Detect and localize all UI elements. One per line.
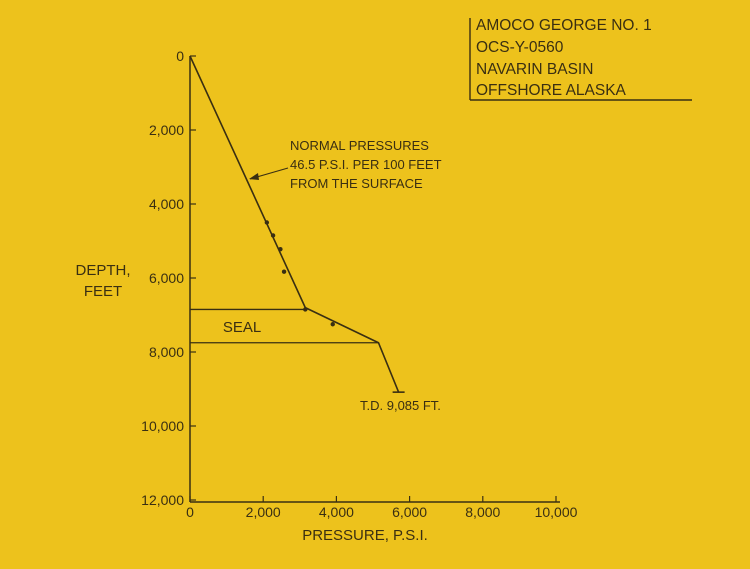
info-box: AMOCO GEORGE NO. 1 OCS-Y-0560 NAVARIN BA… <box>469 17 692 101</box>
info-box-line-3: NAVARIN BASIN <box>476 61 593 78</box>
normal-pressure-annotation: NORMAL PRESSURES 46.5 P.S.I. PER 100 FEE… <box>249 138 442 191</box>
seal-label: SEAL <box>223 319 261 336</box>
pressure-point <box>270 233 276 238</box>
series-layer <box>189 55 405 393</box>
annotation-arrowhead <box>249 173 259 180</box>
normal-pressure-line-3: FROM THE SURFACE <box>290 176 423 191</box>
y-tick-label: 12,000 <box>141 492 184 508</box>
x-tick-label: 8,000 <box>465 504 500 520</box>
pressure-point <box>281 269 287 274</box>
y-tick-label: 4,000 <box>149 196 184 212</box>
y-axis-label-line-1: DEPTH, <box>75 262 130 279</box>
info-box-line-1: AMOCO GEORGE NO. 1 <box>476 17 652 34</box>
x-axis-label: PRESSURE, P.S.I. <box>302 527 428 544</box>
x-tick-label: 2,000 <box>246 504 281 520</box>
x-axis-ticks: 0 2,000 4,000 6,000 8,000 10,000 <box>186 496 578 520</box>
pressure-point <box>264 220 270 225</box>
pressure-profile-line <box>189 55 400 393</box>
y-tick-label: 8,000 <box>149 344 184 360</box>
info-box-line-2: OCS-Y-0560 <box>476 39 564 56</box>
x-tick-label: 10,000 <box>535 504 578 520</box>
normal-pressure-line-2: 46.5 P.S.I. PER 100 FEET <box>290 157 442 172</box>
pressure-point <box>303 307 308 312</box>
y-tick-label: 0 <box>176 48 184 64</box>
info-box-line-4: OFFSHORE ALASKA <box>476 82 627 99</box>
y-tick-label: 6,000 <box>149 270 184 286</box>
y-tick-label: 10,000 <box>141 418 184 434</box>
x-tick-label: 4,000 <box>319 504 354 520</box>
normal-pressure-line-1: NORMAL PRESSURES <box>290 138 429 153</box>
y-axis-ticks: 0 2,000 4,000 6,000 8,000 10,000 12,000 <box>141 48 196 508</box>
y-axis-label-line-2: FEET <box>84 283 122 300</box>
pressure-point <box>278 246 283 252</box>
y-tick-label: 2,000 <box>149 122 184 138</box>
pressure-point <box>330 322 335 327</box>
x-tick-label: 0 <box>186 504 194 520</box>
x-tick-label: 6,000 <box>392 504 427 520</box>
total-depth-label: T.D. 9,085 FT. <box>360 398 441 413</box>
